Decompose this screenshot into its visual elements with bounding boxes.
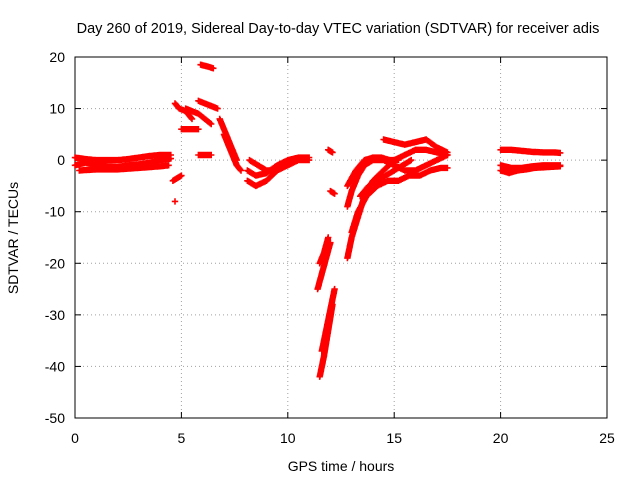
x-tick-label: 10 [280,430,296,446]
plus-markers [497,146,564,157]
plus-markers [348,164,451,236]
series-seg-p [246,156,279,174]
plus-markers [497,163,564,177]
series-seg-b [71,151,174,164]
plus-markers [195,97,221,112]
data-points [71,61,564,380]
series-seg-o [244,154,313,179]
series-seg-y [348,164,451,236]
x-tick-label: 0 [71,430,79,446]
y-axis-label: SDTVAR / TECUs [5,182,21,294]
chart-title: Day 260 of 2019, Sidereal Day-to-day VTE… [77,21,600,37]
plus-markers [171,198,179,205]
series-seg-m [220,131,245,174]
y-tick-label: -50 [45,410,65,426]
series-seg-e [171,198,179,205]
plus-markers [318,285,338,355]
series-seg-q [325,146,336,156]
plus-markers [327,187,338,197]
series-seg-ac [497,146,564,157]
y-tick-label: -20 [45,255,65,271]
y-tick-label: 0 [57,152,65,168]
series-seg-t [318,285,338,355]
series-seg-d [169,172,185,184]
plus-markers [220,131,245,174]
y-tick-label: -30 [45,307,65,323]
plus-markers [316,234,332,267]
plus-markers [195,151,215,159]
series-seg-c [76,162,172,174]
plus-markers [357,156,415,200]
plus-markers [178,126,202,133]
series-seg-r [327,187,338,197]
series-seg-j [197,61,217,72]
series-seg-ae [497,163,564,177]
x-tick-label: 5 [178,430,186,446]
x-axis-label: GPS time / hours [288,458,395,474]
plus-markers [246,156,279,174]
x-tick-label: 20 [493,430,509,446]
axis-ticks: 0 5 10 15 20 25 20 10 0 -10 -20 -30 -40 -50 [45,49,615,446]
series-seg-i [195,97,221,112]
y-tick-label: -40 [45,358,65,374]
plus-markers [380,136,451,156]
plot-frame [74,56,608,419]
plus-markers [344,154,402,190]
grid [75,57,607,418]
plus-markers [76,162,172,174]
series-seg-h [178,126,202,133]
plus-markers [182,105,215,128]
plus-markers [169,172,185,184]
series-seg-u [314,239,334,293]
x-tick-label: 15 [386,430,402,446]
series-seg-k [195,151,215,159]
y-tick-label: 20 [49,49,65,65]
plus-markers [197,61,217,72]
x-tick-label: 25 [599,430,615,446]
series-seg-z [344,154,402,190]
series-seg-ab [357,156,415,200]
y-tick-label: -10 [45,204,65,220]
y-tick-label: 10 [49,101,65,117]
series-seg-v [316,234,332,267]
series-seg-g [182,105,215,128]
plus-markers [71,151,174,164]
plus-markers [314,239,334,293]
plus-markers [244,154,313,179]
plus-markers [325,146,336,156]
series-seg-aa [380,136,451,156]
